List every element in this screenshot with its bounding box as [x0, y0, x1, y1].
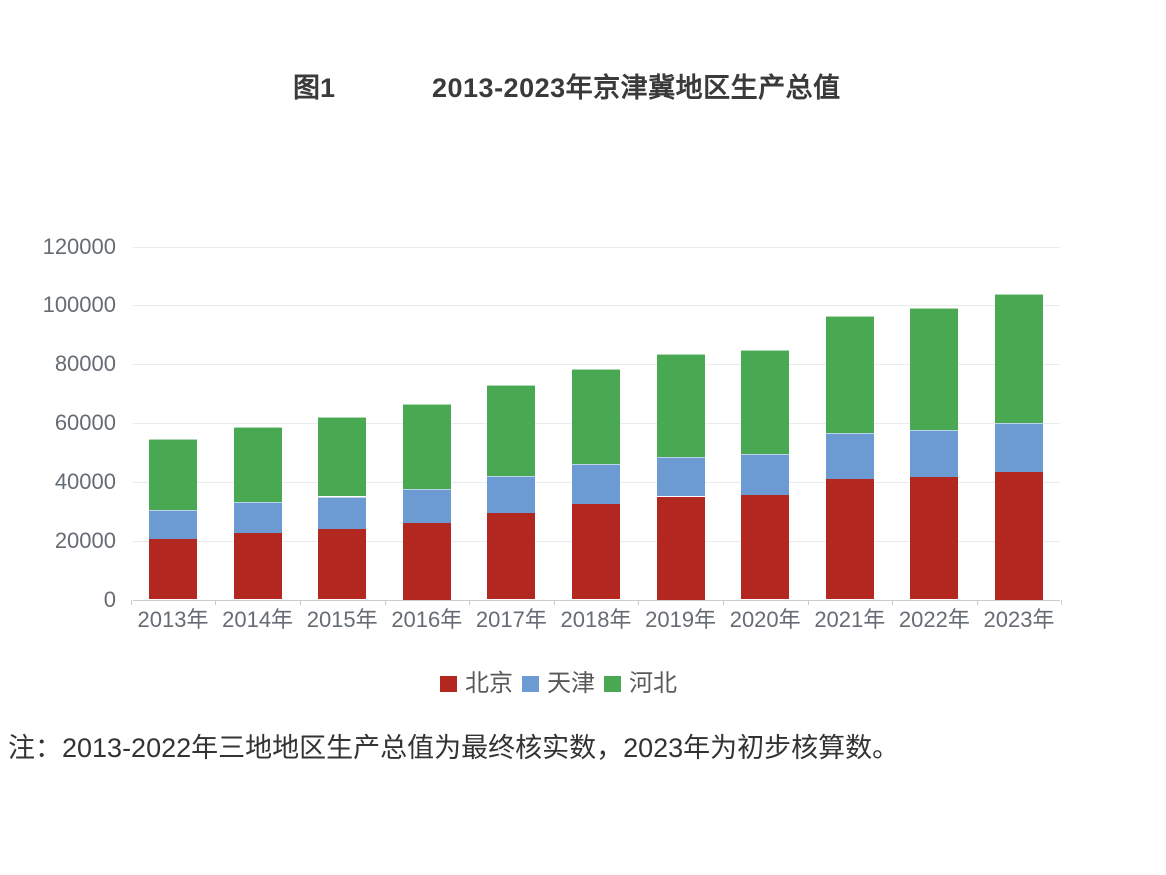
x-axis-label: 2023年 [983, 607, 1055, 632]
x-axis-label: 2014年 [222, 607, 294, 632]
x-axis-label: 2019年 [645, 607, 717, 632]
x-axis-label: 2020年 [729, 607, 801, 632]
y-axis-tick-label: 80000 [54, 351, 116, 377]
bar-segment-河北-2019年 [656, 353, 705, 457]
axis-tick [469, 599, 471, 605]
gridline [133, 364, 1060, 366]
bar-segment-北京-2013年 [149, 539, 197, 600]
y-axis-tick-label: 120000 [42, 233, 116, 259]
bar-segment-天津-2023年 [995, 423, 1043, 472]
axis-tick [130, 599, 132, 605]
bar-segment-北京-2014年 [233, 533, 282, 600]
legend-item-天津: 天津 [522, 669, 595, 699]
bar-segment-河北-2014年 [233, 427, 282, 503]
axis-tick [1061, 599, 1063, 605]
bar-segment-河北-2021年 [825, 315, 874, 434]
x-axis-label: 2016年 [391, 607, 463, 632]
legend-label: 河北 [629, 670, 677, 697]
bar-segment-天津-2017年 [487, 475, 536, 513]
bar-segment-北京-2019年 [656, 496, 705, 600]
legend-label: 天津 [547, 670, 595, 697]
axis-tick [215, 599, 217, 605]
x-axis-label: 2022年 [898, 607, 970, 632]
x-axis-label: 2021年 [814, 607, 886, 632]
bar-segment-北京-2021年 [825, 478, 874, 600]
legend-label: 北京 [465, 670, 513, 697]
bar-segment-天津-2014年 [233, 502, 282, 534]
legend-swatch-河北 [604, 676, 621, 692]
axis-tick [722, 599, 724, 605]
axis-tick [553, 599, 555, 605]
y-axis-tick-label: 0 [103, 586, 116, 612]
bar-segment-北京-2022年 [910, 477, 959, 600]
legend-swatch-天津 [522, 676, 539, 692]
axis-tick [299, 599, 301, 605]
gridline [133, 305, 1060, 307]
bar-segment-天津-2018年 [572, 464, 620, 504]
axis-tick [976, 599, 978, 605]
bar-segment-天津-2015年 [318, 496, 367, 529]
x-axis-label: 2017年 [475, 607, 547, 632]
bar-segment-天津-2016年 [402, 489, 451, 523]
axis-tick [892, 599, 894, 605]
y-axis-tick-label: 60000 [54, 410, 116, 435]
axis-tick [384, 599, 386, 605]
bar-segment-北京-2015年 [318, 528, 367, 600]
gridline [133, 246, 1060, 248]
bar-segment-北京-2017年 [487, 512, 536, 600]
bar-segment-天津-2022年 [910, 430, 959, 478]
y-axis-tick-label: 20000 [54, 527, 116, 553]
bar-segment-河北-2013年 [149, 439, 197, 510]
figure-number-label: 图1 [293, 73, 336, 103]
bar-segment-北京-2018年 [572, 503, 620, 600]
legend-item-河北: 河北 [604, 669, 677, 699]
x-axis-label: 2013年 [137, 607, 209, 632]
axis-tick [807, 599, 809, 605]
bar-segment-河北-2018年 [572, 368, 620, 465]
legend-swatch-北京 [440, 676, 457, 692]
y-axis-tick-label: 40000 [54, 468, 116, 494]
bar-segment-河北-2016年 [402, 403, 451, 490]
chart-legend: 北京 天津 河北 [440, 669, 677, 699]
x-axis-label: 2018年 [560, 607, 632, 632]
axis-tick [638, 599, 640, 605]
bar-segment-河北-2022年 [910, 308, 959, 431]
legend-item-北京: 北京 [440, 669, 513, 699]
y-axis-tick-label: 100000 [42, 292, 116, 318]
bar-segment-河北-2020年 [741, 349, 790, 454]
bar-segment-天津-2021年 [825, 433, 874, 479]
x-axis-line [133, 599, 1060, 601]
bar-segment-天津-2020年 [741, 453, 790, 496]
bar-segment-河北-2015年 [318, 417, 367, 497]
bar-segment-天津-2019年 [656, 456, 705, 497]
bar-segment-北京-2023年 [995, 471, 1043, 600]
bar-segment-北京-2020年 [741, 495, 790, 600]
bar-segment-北京-2016年 [402, 523, 451, 600]
x-axis-label: 2015年 [306, 607, 378, 632]
bar-segment-河北-2017年 [487, 384, 536, 476]
bar-segment-天津-2013年 [149, 509, 197, 540]
bar-segment-河北-2023年 [995, 293, 1043, 423]
figure-note: 注：2013-2022年三地地区生产总值为最终核实数，2023年为初步核算数。 [8, 733, 900, 763]
chart-title: 2013-2023年京津冀地区生产总值 [432, 73, 841, 103]
